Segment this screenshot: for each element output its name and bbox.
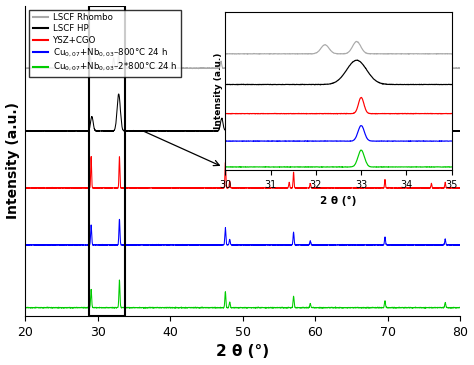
X-axis label: 2 θ (°): 2 θ (°) (216, 345, 269, 360)
Y-axis label: Intensity (a.u.): Intensity (a.u.) (6, 102, 19, 219)
Bar (89, 5, 125, 316)
Legend: LSCF Rhombo, LSCF HP, YSZ+CGO, Cu$_{0,07}$+Nb$_{0,03}$–800°C 24 h, Cu$_{0,07}$+N: LSCF Rhombo, LSCF HP, YSZ+CGO, Cu$_{0,07… (29, 10, 181, 77)
